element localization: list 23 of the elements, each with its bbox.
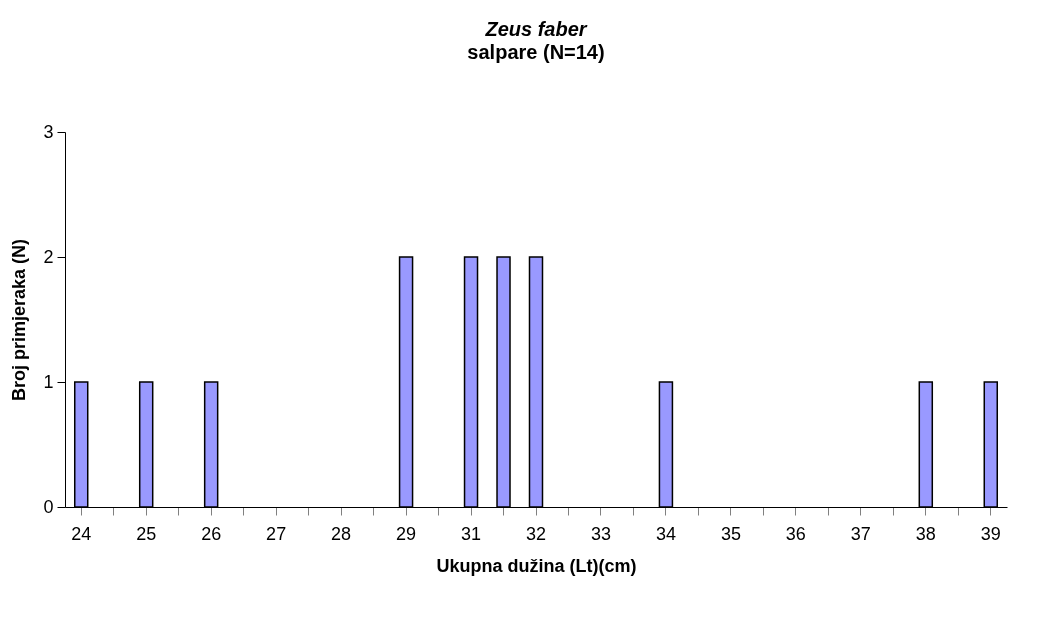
x-tick-label: 37 xyxy=(850,523,871,544)
x-tick-label: 32 xyxy=(525,523,547,544)
chart-subtitle: salpare (N=14) xyxy=(467,41,605,63)
y-tick-label: 1 xyxy=(43,371,54,392)
x-tick-label: 31 xyxy=(461,523,482,544)
x-tick-label: 28 xyxy=(331,523,352,544)
x-tick-label: 29 xyxy=(396,523,417,544)
x-tick-label: 36 xyxy=(785,523,806,544)
y-axis-title: Broj primjeraka (N) xyxy=(9,238,30,402)
x-tick-label: 34 xyxy=(655,523,676,544)
x-tick-label: 33 xyxy=(590,523,611,544)
x-tick-label: 25 xyxy=(136,523,157,544)
x-tick-label: 35 xyxy=(720,523,741,544)
x-tick-label: 26 xyxy=(201,523,222,544)
x-tick-label: 39 xyxy=(980,523,1001,544)
x-tick-label: 27 xyxy=(266,523,287,544)
x-tick-label: 24 xyxy=(71,523,92,544)
x-tick-label: 38 xyxy=(915,523,936,544)
chart-title: Zeus faber xyxy=(484,18,588,40)
x-axis-title: Ukupna dužina (Lt)(cm) xyxy=(436,555,637,576)
y-tick-label: 2 xyxy=(43,246,54,267)
y-tick-label: 0 xyxy=(43,496,54,517)
y-tick-label: 3 xyxy=(43,121,54,142)
